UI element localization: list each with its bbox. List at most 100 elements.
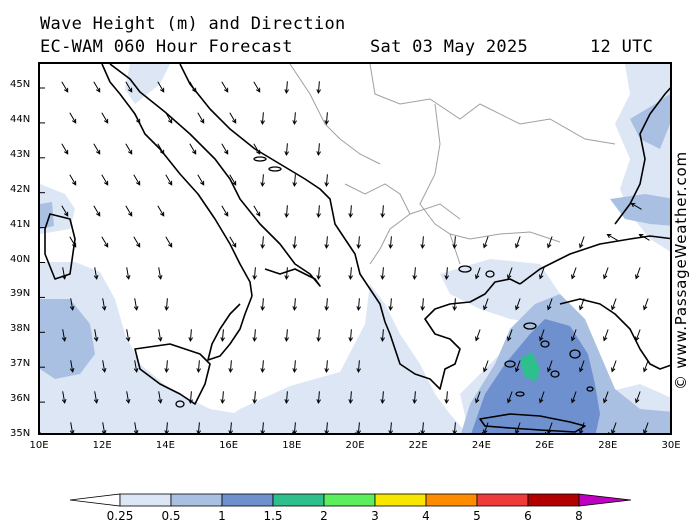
legend-label: 5 bbox=[473, 509, 481, 523]
wave-arrow bbox=[228, 360, 234, 374]
wave-arrow bbox=[635, 267, 641, 280]
wave-arrow bbox=[356, 360, 362, 374]
wave-arrow bbox=[133, 298, 139, 311]
wave-arrow bbox=[483, 422, 489, 433]
wave-arrow bbox=[157, 81, 165, 93]
wave-arrow bbox=[93, 81, 101, 93]
wave-arrow bbox=[61, 267, 67, 280]
wave-arrow bbox=[507, 329, 513, 342]
wave-arrow bbox=[133, 112, 141, 124]
legend-swatch bbox=[374, 493, 427, 507]
wave-arrow bbox=[101, 236, 109, 248]
wave-arrow bbox=[507, 267, 513, 280]
wave-arrow bbox=[515, 422, 521, 433]
wave-arrow bbox=[125, 267, 131, 280]
chart-title: Wave Height (m) and Direction bbox=[40, 14, 346, 34]
wave-arrow bbox=[483, 298, 489, 311]
lon-label: 16E bbox=[219, 440, 239, 451]
wave-arrow bbox=[197, 174, 205, 186]
wave-arrow bbox=[197, 112, 205, 124]
wave-arrow bbox=[388, 236, 394, 250]
wave-arrow bbox=[515, 236, 521, 249]
wave-arrow bbox=[252, 329, 258, 343]
wave-arrow bbox=[611, 422, 617, 433]
wave-arrow bbox=[93, 267, 99, 280]
lat-label: 45N bbox=[10, 79, 31, 90]
wave-arrow bbox=[253, 81, 261, 93]
wave-arrow bbox=[412, 267, 418, 281]
wave-height-map[interactable] bbox=[38, 62, 672, 435]
wave-arrow bbox=[93, 205, 101, 217]
wave-arrow bbox=[420, 298, 426, 312]
wave-arrow bbox=[61, 329, 67, 342]
wave-arrow bbox=[101, 360, 107, 373]
legend-swatch bbox=[476, 493, 529, 507]
lon-label: 14E bbox=[155, 440, 175, 451]
wave-arrow bbox=[125, 205, 133, 217]
wave-arrow bbox=[635, 329, 641, 342]
wave-arrow bbox=[221, 81, 229, 93]
wave-arrow bbox=[164, 422, 170, 433]
wave-arrow bbox=[475, 329, 481, 342]
wave-arrow bbox=[252, 391, 258, 405]
wave-arrow bbox=[157, 143, 165, 155]
wave-arrow bbox=[133, 174, 141, 186]
legend-swatch bbox=[425, 493, 478, 507]
wave-arrow bbox=[348, 205, 354, 219]
wave-arrow bbox=[125, 391, 131, 404]
lat-label: 38N bbox=[10, 323, 31, 335]
wave-arrow bbox=[452, 236, 458, 250]
wave-arrow bbox=[539, 267, 545, 280]
legend-label: 0.25 bbox=[106, 509, 134, 523]
colorbar-legend bbox=[69, 493, 632, 507]
wave-arrow bbox=[229, 236, 237, 248]
wave-arrow bbox=[189, 81, 197, 93]
wave-arrow bbox=[101, 298, 107, 311]
wave-arrow bbox=[603, 267, 609, 280]
lat-label: 37N bbox=[10, 358, 31, 370]
wave-arrow bbox=[69, 422, 75, 433]
wave-arrow bbox=[69, 112, 77, 124]
legend-label: 8 bbox=[575, 509, 583, 523]
wave-arrow bbox=[188, 391, 194, 405]
wave-arrow bbox=[324, 422, 330, 433]
legend-label: 1.5 bbox=[263, 509, 283, 523]
legend-swatch bbox=[527, 493, 580, 507]
wave-arrow bbox=[316, 329, 322, 343]
credit-watermark: © www.PassageWeather.com bbox=[672, 151, 690, 390]
wave-arrow bbox=[292, 360, 298, 374]
wave-arrow bbox=[220, 329, 226, 343]
wave-arrow bbox=[157, 205, 165, 217]
wave-arrow bbox=[571, 391, 577, 404]
wave-arrow bbox=[252, 267, 258, 281]
wave-arrow bbox=[356, 422, 362, 433]
lat-label: 42N bbox=[10, 183, 31, 195]
wave-arrow bbox=[93, 143, 101, 155]
wave-arrow bbox=[189, 143, 197, 155]
wave-arrow bbox=[579, 298, 585, 311]
wave-arrow bbox=[324, 236, 330, 250]
wave-arrow bbox=[324, 112, 330, 126]
lat-label: 41N bbox=[10, 218, 31, 230]
wave-fill-1-5 bbox=[520, 352, 540, 382]
wave-arrow bbox=[165, 174, 173, 186]
wave-arrow bbox=[539, 329, 545, 342]
wave-arrow bbox=[284, 329, 290, 343]
wave-arrow bbox=[260, 112, 266, 126]
wave-arrow bbox=[316, 143, 322, 157]
legend-label: 3 bbox=[371, 509, 379, 523]
wave-arrow bbox=[260, 422, 266, 433]
lat-label: 44N bbox=[10, 113, 31, 125]
wave-arrow bbox=[125, 143, 133, 155]
legend-arrow-high bbox=[578, 493, 632, 507]
wave-arrow bbox=[253, 205, 261, 217]
wave-arrow bbox=[475, 391, 481, 404]
lon-label: 10E bbox=[29, 440, 49, 451]
wave-arrow bbox=[380, 267, 386, 281]
wave-arrow bbox=[101, 422, 107, 433]
lon-label: 12E bbox=[92, 440, 112, 451]
wave-arrow bbox=[292, 422, 298, 433]
wave-arrow bbox=[316, 267, 322, 281]
wave-arrow bbox=[61, 81, 69, 93]
wave-arrow bbox=[324, 298, 330, 312]
